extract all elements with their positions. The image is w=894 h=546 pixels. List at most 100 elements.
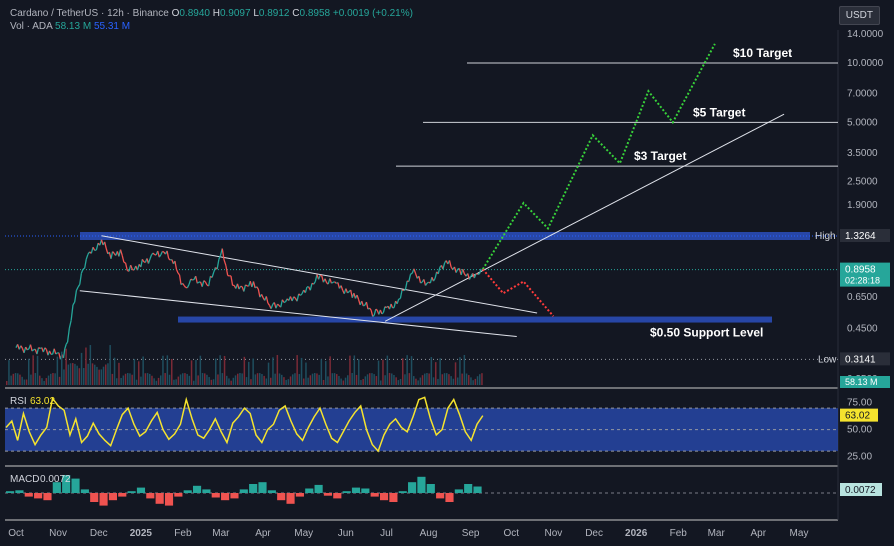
price-candle — [448, 260, 452, 268]
volume-bar — [206, 374, 208, 385]
price-candle — [365, 301, 369, 310]
price-candle — [442, 262, 446, 270]
price-candle — [298, 293, 301, 296]
time-tick-label: Jul — [380, 528, 393, 539]
price-candle — [372, 314, 375, 317]
time-tick-label: 2026 — [625, 528, 648, 539]
volume-bar — [265, 378, 268, 385]
macd-tag-value: 0.0072 — [845, 485, 876, 496]
price-candle — [434, 271, 438, 279]
volume-bar — [91, 363, 94, 385]
price-candle — [404, 280, 408, 290]
price-candle — [77, 284, 81, 288]
price-tick-label: 3.5000 — [847, 148, 878, 159]
volume-bar — [342, 380, 345, 385]
volume-bar — [263, 375, 265, 385]
volume-bar — [65, 348, 67, 385]
volume-bar — [435, 362, 437, 385]
volume-bar — [441, 374, 444, 385]
volume-bar — [182, 373, 184, 385]
price-candle — [225, 265, 229, 276]
price-candle — [304, 286, 308, 293]
volume-bar — [413, 376, 415, 385]
price-candle — [256, 286, 259, 290]
volume-bar — [201, 373, 204, 385]
price-candle — [72, 301, 76, 306]
price-candle — [204, 281, 208, 286]
price-candle — [80, 268, 84, 274]
price-candle — [254, 286, 258, 289]
price-candle — [283, 301, 286, 304]
price-tick-label: 1.9000 — [847, 200, 878, 211]
macd-bar — [342, 491, 351, 493]
volume-bar — [366, 374, 369, 385]
volume-bar — [116, 378, 118, 385]
macd-bar — [454, 489, 463, 493]
countdown-value: 02:28:18 — [845, 276, 880, 286]
time-tick-label: Oct — [504, 528, 520, 539]
volume-bar — [305, 362, 307, 385]
volume-bar — [479, 374, 481, 385]
volume-bar — [344, 377, 347, 385]
price-candle — [432, 278, 436, 282]
price-candle — [48, 350, 52, 355]
price-candle — [252, 281, 256, 288]
price-candle — [124, 262, 128, 271]
price-candle — [195, 275, 198, 284]
macd-bar — [127, 491, 136, 493]
volume-bar — [322, 379, 325, 385]
target-label: $5 Target — [693, 105, 745, 119]
volume-bar — [428, 373, 430, 385]
price-candle — [20, 345, 24, 349]
volume-bar — [17, 373, 19, 385]
macd-bar — [239, 489, 248, 493]
rsi-label: RSI — [10, 396, 27, 407]
price-candle — [299, 293, 303, 296]
time-tick-label: Dec — [585, 528, 603, 539]
volume-bar — [336, 374, 338, 385]
volume-bar — [410, 356, 413, 385]
volume-bar — [175, 379, 177, 385]
price-candle — [403, 288, 406, 292]
volume-bar — [404, 374, 406, 385]
volume-bar — [318, 374, 320, 385]
volume-bar — [58, 376, 61, 385]
volume-bar — [459, 357, 461, 385]
volume-bar — [30, 374, 32, 385]
volume-bar — [243, 356, 246, 385]
volume-bar — [248, 361, 250, 385]
volume-bar — [184, 373, 186, 385]
volume-bar — [333, 373, 336, 385]
price-candle — [375, 308, 378, 311]
currency-button[interactable]: USDT — [838, 6, 880, 25]
volume-bar — [276, 355, 279, 385]
volume-bar — [406, 355, 408, 385]
price-candle — [473, 273, 477, 279]
price-candle — [257, 288, 261, 298]
price-candle — [362, 304, 366, 307]
volume-bar — [364, 376, 367, 385]
volume-bar — [100, 369, 103, 385]
high-tag — [840, 229, 890, 242]
price-candle — [162, 250, 165, 253]
volume-bar — [21, 376, 23, 385]
price-tick-label: 7.0000 — [847, 89, 878, 100]
price-candle — [223, 259, 227, 266]
price-candle — [149, 254, 153, 260]
price-candle — [384, 306, 387, 309]
price-candle — [277, 303, 280, 307]
volume-bar — [230, 380, 232, 385]
macd-bar — [267, 490, 276, 493]
price-candle — [319, 274, 323, 277]
volume-bar — [353, 355, 356, 385]
volume-bar — [217, 374, 219, 385]
price-candle — [393, 300, 397, 308]
current-price-value: 0.8958 — [845, 265, 876, 276]
price-candle — [418, 276, 422, 284]
volume-bar — [298, 374, 301, 385]
volume-bar — [300, 357, 303, 385]
price-candle — [70, 304, 74, 321]
price-candle — [334, 281, 337, 284]
time-tick-label: Dec — [90, 528, 108, 539]
